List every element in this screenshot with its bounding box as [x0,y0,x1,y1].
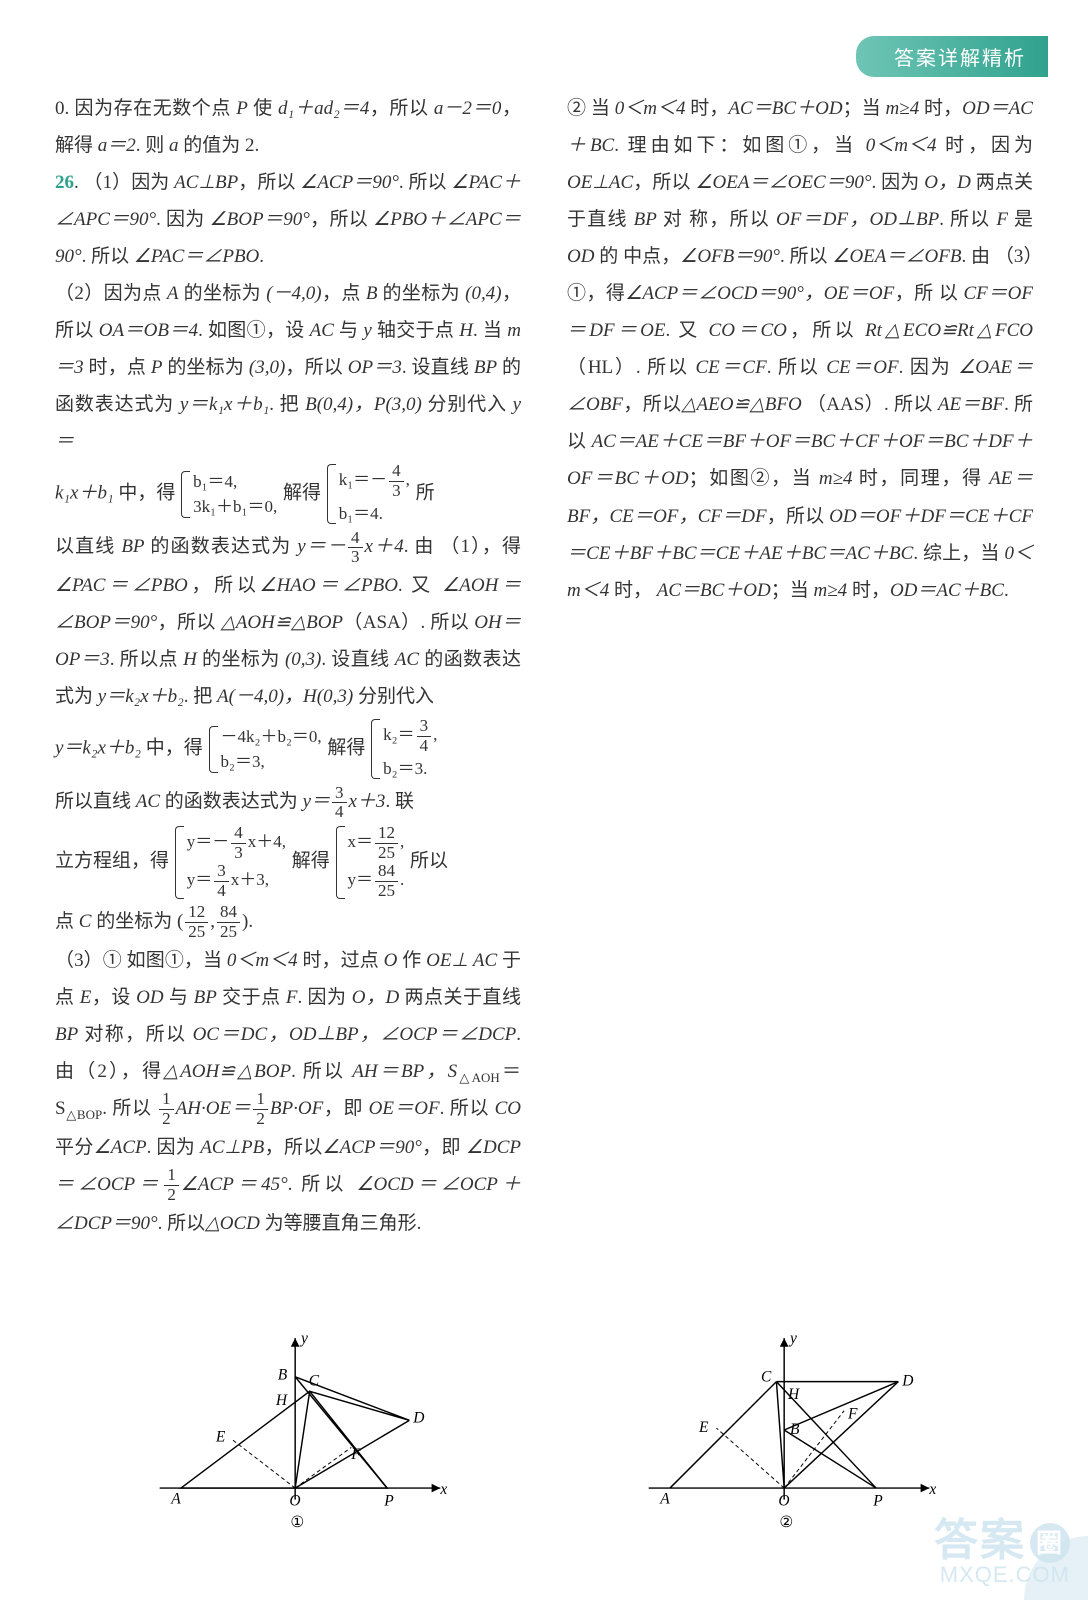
svg-text:B: B [789,1421,799,1438]
para-3: k₁x＋b₁ 中，得 b₁＝4, 3k₁＋b₁＝0, 解得 k₁＝－43, b₁… [55,460,521,528]
para-7: 立方程组，得 y＝－43x＋4, y＝34x＋3, 解得 x＝1225, y＝8… [55,822,521,903]
svg-text:E: E [698,1419,709,1436]
para-intro: 0. 因为存在无数个点 P 使 d₁＋ad₂＝4，所以 a－2＝0，解得 a＝2… [55,90,521,164]
para-1: 26. （1）因为 AC⊥BP，所以 ∠ACP＝90°. 所以 ∠PAC＋∠AP… [55,164,521,275]
brace-sol3: x＝1225, y＝8425. [336,824,405,901]
problem-number: 26 [55,172,74,193]
svg-text:x: x [439,1481,447,1498]
svg-text:x: x [928,1481,936,1498]
svg-text:y: y [298,1330,307,1347]
figure-2: A O P x y B H C D E F ② [639,1320,939,1540]
brace-sys3: y＝－43x＋4, y＝34x＋3, [175,824,286,901]
para-6: 所以直线 AC 的函数表达式为 y＝34x＋3. 联 [55,783,521,822]
para-5: y＝k₂x＋b₂ 中，得 －4k₂＋b₂＝0, b₂＝3, 解得 k₂＝34, … [55,715,521,783]
svg-text:F: F [847,1405,858,1422]
svg-text:C: C [308,1372,319,1389]
svg-text:H: H [787,1386,800,1403]
svg-text:H: H [274,1392,287,1409]
svg-text:y: y [787,1330,796,1347]
brace-sol1: k₁＝－43, b₁＝4. [327,462,410,526]
svg-text:D: D [412,1409,424,1426]
brace-sys1: b₁＝4, 3k₁＋b₁＝0, [181,469,277,520]
brace-sol2: k₂＝34, b₂＝3. [371,717,437,781]
svg-text:A: A [170,1491,181,1508]
para-4: 以直线 BP 的函数表达式为 y＝－43x＋4. 由 （1），得∠PAC＝∠PB… [55,528,521,715]
svg-text:O: O [778,1492,789,1509]
svg-text:B: B [277,1367,287,1384]
para-8: 点 C 的坐标为 (1225,8425). [55,903,521,942]
svg-text:A: A [659,1491,670,1508]
para-2: （2）因为点 A 的坐标为 (－4,0)，点 B 的坐标为 (0,4)，所以 O… [55,275,521,460]
svg-text:P: P [383,1492,394,1509]
svg-text:②: ② [779,1514,793,1531]
svg-text:C: C [760,1369,771,1386]
svg-text:O: O [289,1492,300,1509]
figure-1: A O P x y B H C D E F ① [150,1320,450,1540]
page-content: 0. 因为存在无数个点 P 使 d₁＋ad₂＝4，所以 a－2＝0，解得 a＝2… [0,0,1088,1320]
svg-text:E: E [214,1429,225,1446]
para-r2: ② 当 0＜m＜4 时，AC＝BC＋OD；当 m≥4 时，OD＝AC＋BC. 理… [567,90,1033,609]
svg-text:P: P [872,1492,883,1509]
brace-sys2: －4k₂＋b₂＝0, b₂＝3, [209,724,322,775]
svg-text:①: ① [290,1514,304,1531]
header-tab: 答案详解精析 [856,36,1048,77]
svg-text:F: F [350,1446,361,1463]
figures-row: A O P x y B H C D E F ① A O P x y B H C … [0,1320,1088,1580]
svg-text:D: D [901,1372,913,1389]
para-r1: （3）① 如图①，当 0＜m＜4 时，过点 O 作 OE⊥ AC 于点 E，设 … [55,942,521,1242]
watermark: 答案圈 MXQE.COM [934,1504,1070,1588]
